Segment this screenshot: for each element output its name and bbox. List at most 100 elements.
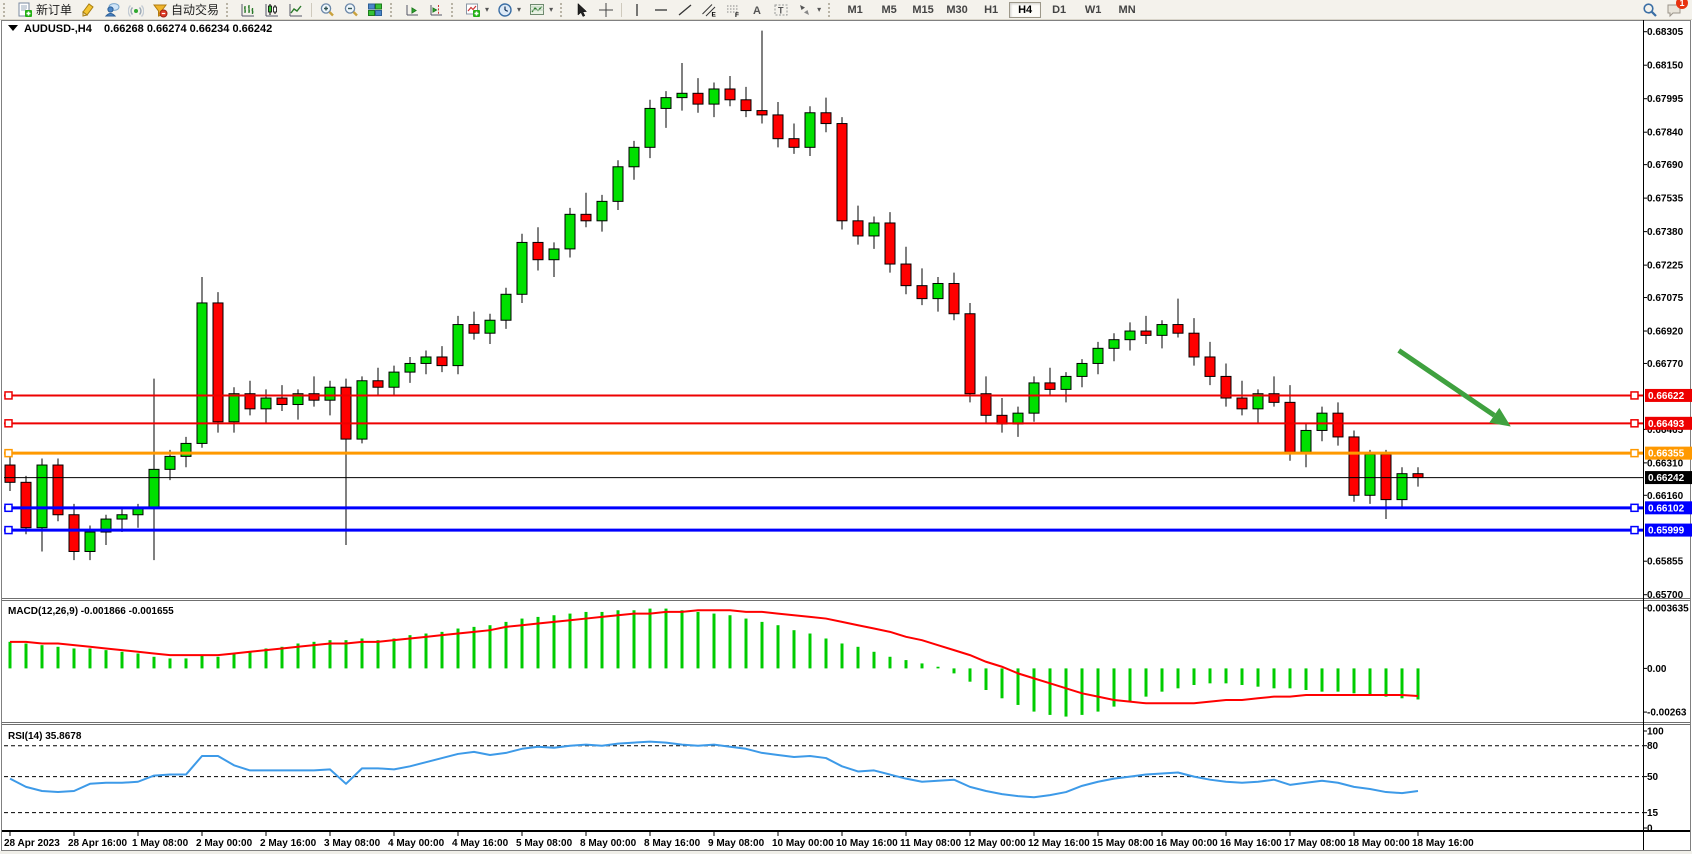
toolbar-drag-handle[interactable] (828, 2, 835, 17)
candle (708, 88, 720, 105)
price-tick: 0.67840 (1647, 128, 1684, 139)
candle (1284, 401, 1296, 453)
text-tool-button[interactable]: A (745, 0, 769, 19)
line-handle[interactable] (1630, 503, 1639, 513)
candle (676, 92, 688, 99)
signals-button[interactable] (124, 0, 148, 19)
price-tick: 0.67995 (1647, 94, 1684, 105)
date-tick-label: 11 May 08:00 (900, 838, 962, 849)
candle (1380, 453, 1392, 501)
price-tick: 0.68150 (1647, 61, 1684, 72)
crosshair-icon (598, 2, 614, 18)
candle (1300, 429, 1312, 453)
signals-icon (127, 2, 145, 18)
trendline-tool-button[interactable] (673, 0, 697, 19)
line-handle[interactable] (4, 503, 13, 513)
candle (196, 302, 208, 444)
candle (212, 302, 224, 423)
add-indicator-button[interactable]: ▾ (461, 0, 493, 19)
line-handle[interactable] (4, 525, 13, 535)
line-handle[interactable] (4, 419, 13, 428)
timeframe-w1-button[interactable]: W1 (1084, 3, 1102, 16)
text-label-tool-button[interactable]: T (769, 0, 793, 19)
date-tick-label: 15 May 08:00 (1092, 838, 1154, 849)
candlestick-chart-icon (264, 2, 280, 18)
chart-svg[interactable]: AUDUSD-,H4 0.66268 0.66274 0.66234 0.662… (0, 19, 1692, 854)
chevron-down-icon: ▾ (817, 5, 822, 14)
zoom-out-button[interactable] (339, 0, 363, 19)
price-tick: 0.67690 (1647, 160, 1684, 171)
templates-button[interactable]: ▾ (525, 0, 557, 19)
timeframe-m5-button[interactable]: M5 (881, 3, 897, 16)
clock-icon (497, 2, 513, 18)
price-tick: 0.68305 (1647, 27, 1684, 38)
community-button[interactable] (100, 0, 124, 19)
vertical-line-icon (629, 2, 645, 18)
candle (1348, 436, 1360, 496)
tile-windows-button[interactable] (363, 0, 387, 19)
vertical-line-tool-button[interactable] (625, 0, 649, 19)
candlestick-chart-button[interactable] (260, 0, 284, 19)
candle (964, 313, 976, 395)
rsi-axis-tick: 80 (1647, 741, 1659, 752)
cursor-arrow-icon (574, 2, 590, 18)
community-person-icon (104, 2, 120, 18)
timeframe-m15-button[interactable]: M15 (912, 3, 934, 16)
chart-shift-button[interactable] (424, 0, 448, 19)
symbol-dropdown-icon[interactable] (8, 25, 18, 31)
search-icon[interactable] (1642, 2, 1658, 18)
timeframe-h4-button[interactable]: H4 (1009, 1, 1042, 18)
line-chart-button[interactable] (284, 0, 308, 19)
zoom-in-button[interactable] (315, 0, 339, 19)
toolbar-drag-handle[interactable] (226, 2, 233, 17)
crosshair-tool-button[interactable] (594, 0, 618, 19)
arrows-tool-button[interactable]: ▾ (793, 0, 825, 19)
candle (500, 293, 512, 321)
timeframe-m1-button[interactable]: M1 (847, 3, 863, 16)
periods-menu-button[interactable]: ▾ (493, 0, 525, 19)
cursor-tool-button[interactable] (570, 0, 594, 19)
equidistant-channel-tool-button[interactable]: E (697, 0, 721, 19)
candle (564, 213, 576, 250)
trend-arrow[interactable] (1397, 348, 1496, 418)
line-handle[interactable] (1630, 419, 1639, 428)
line-handle[interactable] (4, 391, 13, 400)
new-order-label: 新订单 (36, 3, 73, 17)
line-handle[interactable] (4, 448, 13, 458)
toolbar-drag-handle[interactable] (451, 2, 458, 17)
candle (292, 393, 304, 406)
candle (420, 356, 432, 364)
toolbar-drag-handle[interactable] (390, 2, 397, 17)
line-handle[interactable] (1630, 391, 1639, 400)
price-label-box: 0.66493 (1648, 419, 1685, 430)
autotrading-button[interactable]: 自动交易 (148, 0, 223, 19)
bar-chart-button[interactable] (236, 0, 260, 19)
trend-arrow-head[interactable] (1489, 407, 1511, 427)
horizontal-line-tool-button[interactable] (649, 0, 673, 19)
auto-scroll-button[interactable] (400, 0, 424, 19)
notifications-chat-icon[interactable]: 1 (1666, 0, 1688, 18)
timeframe-h1-button[interactable]: H1 (984, 3, 999, 16)
candle (692, 92, 704, 105)
line-handle[interactable] (1630, 448, 1639, 458)
timeframe-mn-button[interactable]: MN (1118, 3, 1136, 16)
candle (324, 386, 336, 401)
candle (852, 220, 864, 237)
candle (1172, 324, 1184, 334)
date-tick-label: 8 May 16:00 (644, 838, 701, 849)
candle (628, 146, 640, 168)
styler-button[interactable] (76, 0, 100, 19)
timeframe-d1-button[interactable]: D1 (1052, 3, 1067, 16)
toolbar-drag-handle[interactable] (560, 2, 567, 17)
price-label-box: 0.66242 (1648, 473, 1685, 484)
new-order-button[interactable]: 新订单 (13, 0, 76, 19)
macd-axis-tick: -0.00263 (1647, 708, 1687, 719)
date-tick-label: 2 May 16:00 (260, 838, 317, 849)
candle (596, 200, 608, 222)
toolbar-drag-handle[interactable] (3, 2, 10, 17)
line-handle[interactable] (1630, 525, 1639, 535)
svg-text:E: E (712, 11, 717, 18)
candle (340, 386, 352, 440)
fibonacci-tool-button[interactable]: F (721, 0, 745, 19)
timeframe-m30-button[interactable]: M30 (946, 3, 968, 16)
